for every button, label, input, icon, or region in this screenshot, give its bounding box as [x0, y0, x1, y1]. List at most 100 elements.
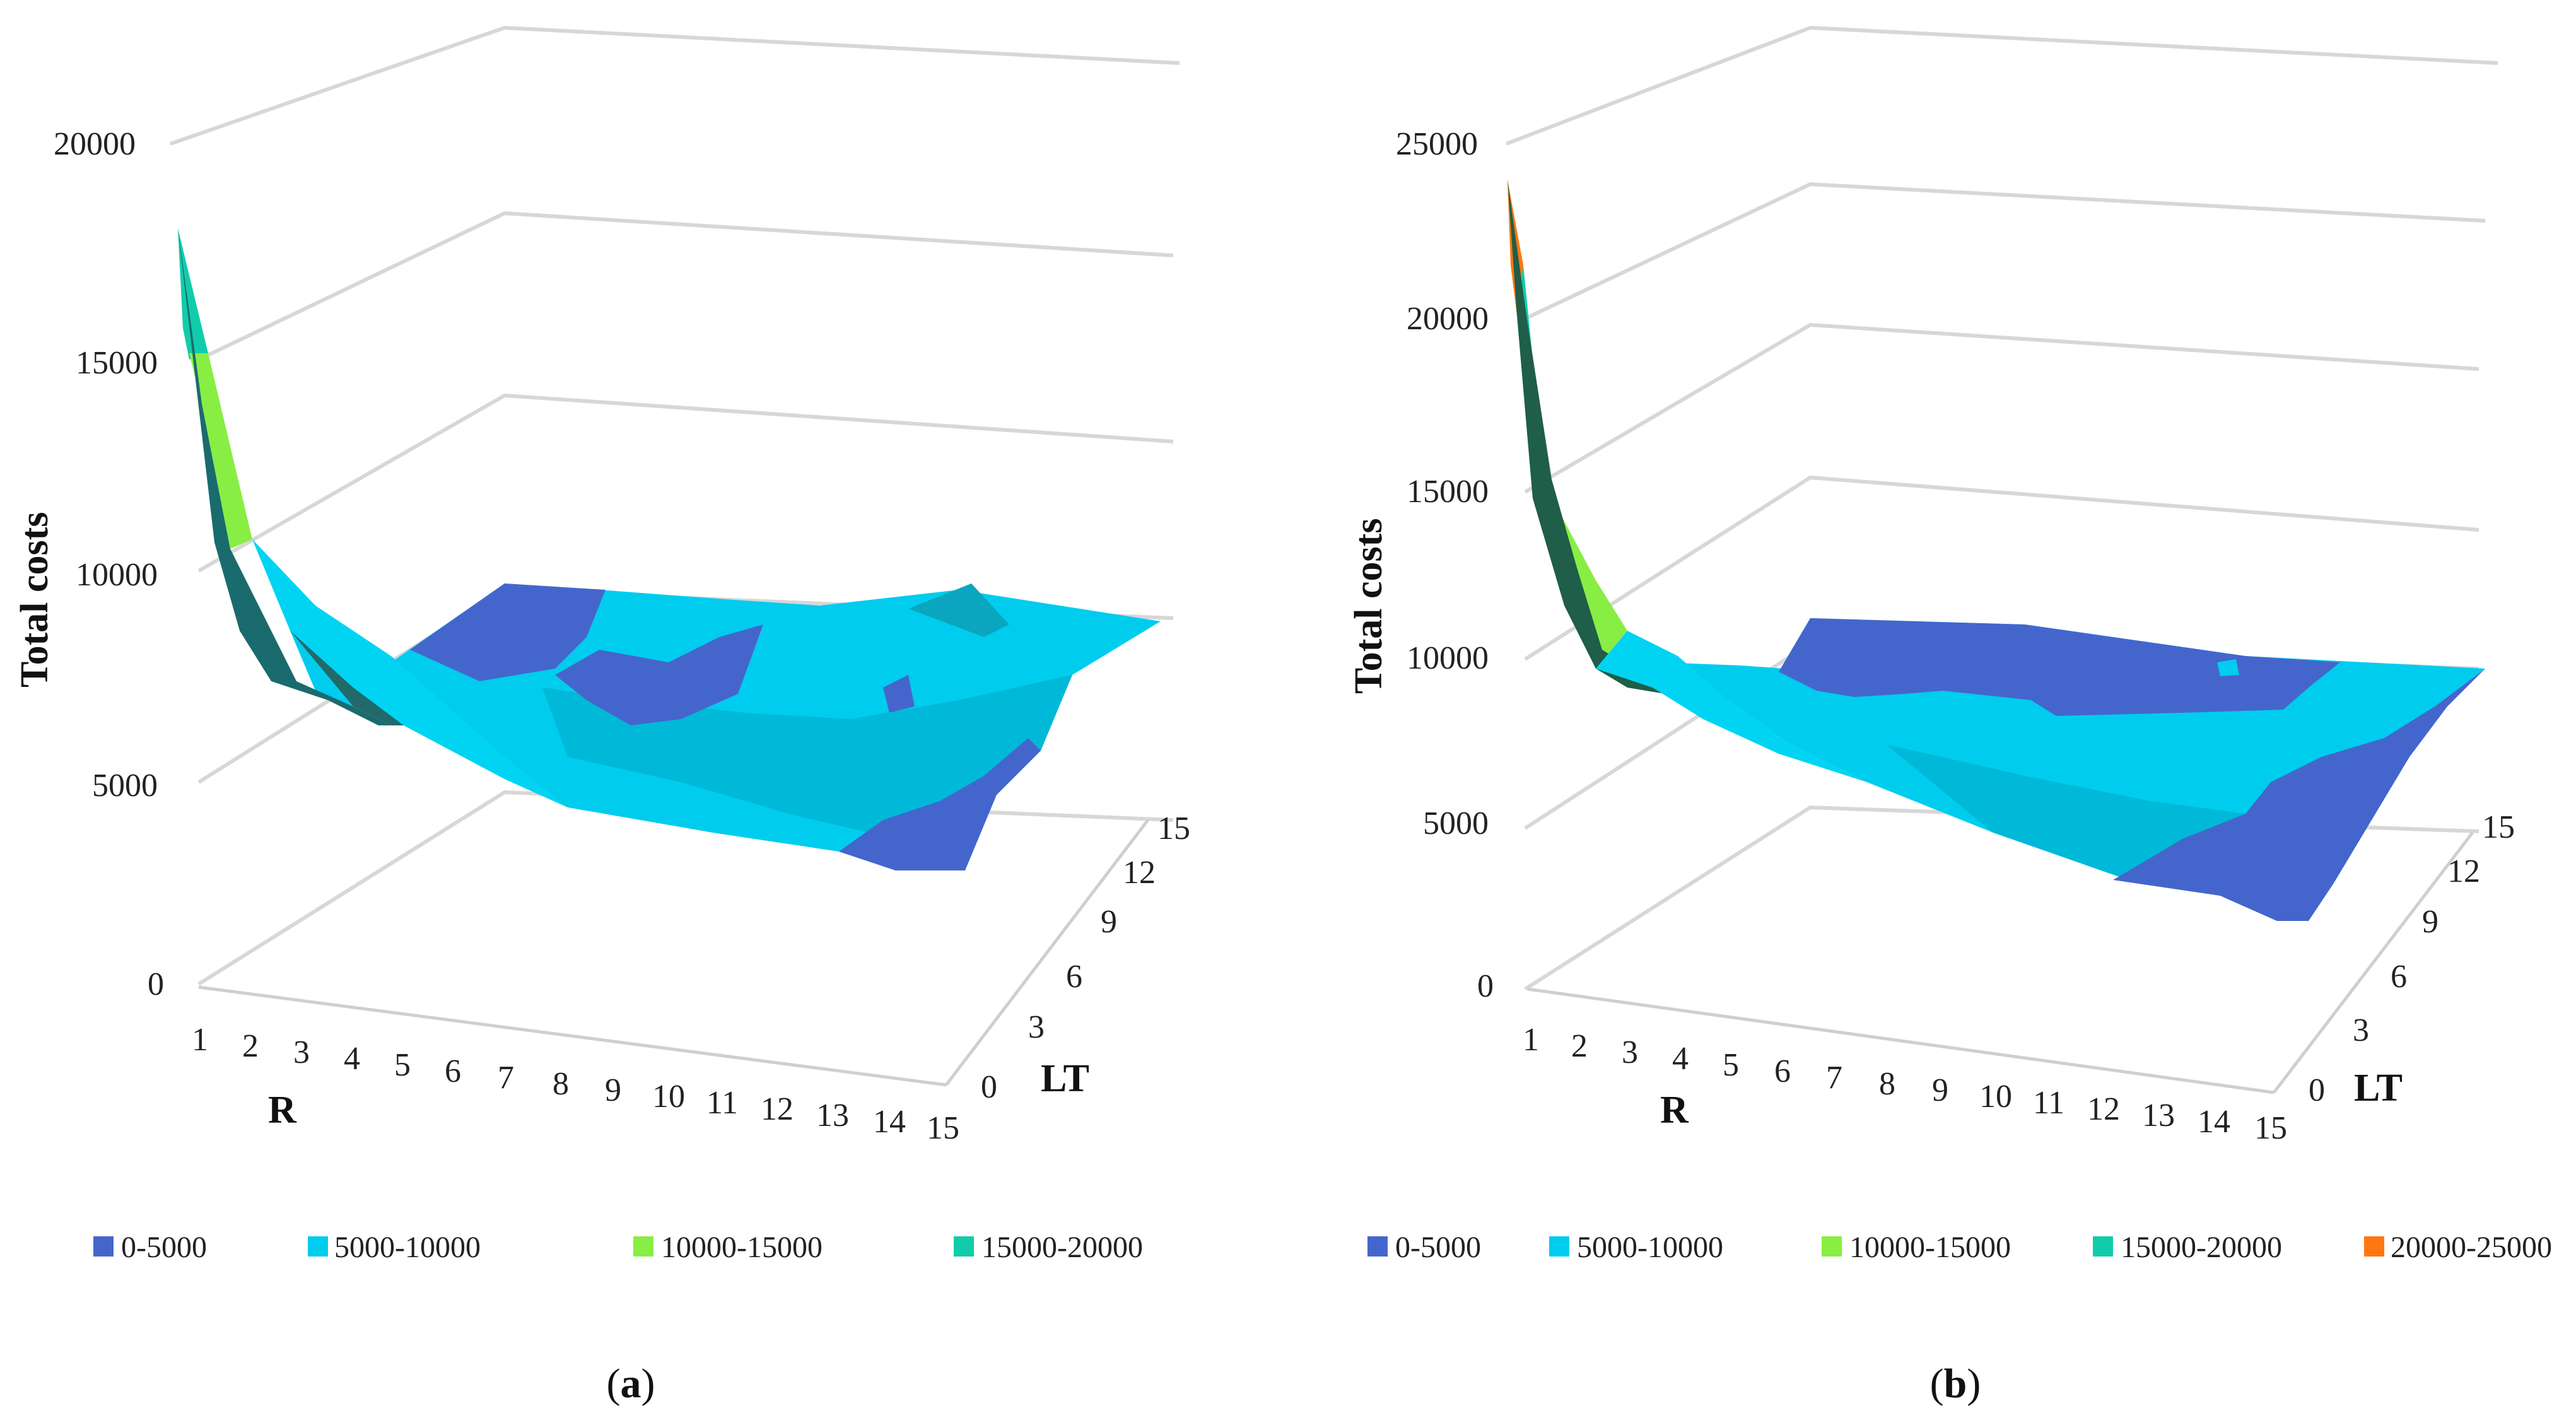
caption-b-open: (: [1930, 1361, 1944, 1407]
y-axis-title-a: LT: [1041, 1057, 1089, 1100]
x-tick-a-1: 1: [192, 1022, 208, 1058]
surface-a-slope: [252, 539, 568, 807]
z-tick-b-4: 20000: [1407, 301, 1489, 337]
legend-b-label-1: 5000-10000: [1577, 1231, 1723, 1264]
x-tick-b-7: 7: [1826, 1060, 1842, 1096]
x-ticks-b: 1 2 3 4 5 6 7 8 9 10 11 12 13 14 15: [1523, 1022, 2287, 1146]
y-tick-b-6: 6: [2391, 959, 2407, 995]
y-ticks-a: 0 3 6 9 12 15: [981, 811, 1190, 1105]
gridline-z4-b: [1524, 182, 2486, 320]
z-axis-title-b: Total costs: [1347, 519, 1390, 694]
gridline-z2-b: [1524, 475, 2479, 661]
gridline-z3-b: [1524, 322, 2479, 494]
x-tick-b-13: 13: [2142, 1098, 2175, 1134]
y-tick-b-15: 15: [2482, 809, 2515, 845]
surface-b-wall-dark: [1508, 180, 1665, 694]
surface-a-dark-patch-2: [555, 624, 763, 725]
z-ticks-b: 0 5000 10000 15000 20000 25000: [1396, 126, 1494, 1004]
chart-panel-a: 0 5000 10000 15000 20000 1 2 3 4 5 6 7 8…: [13, 25, 1190, 1407]
surface-a-dark-patch-3: [839, 738, 1041, 870]
floor-y-axis-a: [945, 819, 1149, 1086]
caption-b-letter: b: [1944, 1361, 1967, 1407]
floor-y-axis-b: [2273, 831, 2474, 1094]
legend-a-label-1: 5000-10000: [334, 1231, 481, 1264]
x-tick-a-12: 12: [761, 1091, 793, 1127]
x-tick-a-4: 4: [344, 1041, 360, 1077]
z-tick-b-0: 0: [1477, 968, 1494, 1004]
legend-b-swatch-1: [1549, 1236, 1569, 1257]
x-tick-a-6: 6: [445, 1053, 461, 1089]
x-tick-a-7: 7: [498, 1060, 514, 1096]
y-ticks-b: 0 3 6 9 12 15: [2309, 809, 2515, 1108]
legend-b-swatch-3: [2093, 1236, 2113, 1257]
z-tick-a-0: 0: [148, 966, 164, 1002]
surface-a-ridge: [908, 583, 1009, 637]
y-tick-b-9: 9: [2422, 904, 2438, 940]
legend-a-swatch-3: [954, 1236, 974, 1257]
caption-b: (b): [1930, 1361, 1981, 1407]
gridline-z3-a: [197, 211, 1174, 361]
chart-a-svg: 0 5000 10000 15000 20000 1 2 3 4 5 6 7 8…: [13, 25, 1190, 1407]
x-tick-a-15: 15: [927, 1110, 959, 1146]
surface-b-dark-top: [1779, 618, 2340, 716]
z-tick-b-5: 25000: [1396, 126, 1478, 162]
y-tick-a-15: 15: [1157, 811, 1190, 847]
surface-a: [178, 228, 1161, 870]
x-tick-b-4: 4: [1672, 1041, 1689, 1077]
legend-a-label-0: 0-5000: [121, 1231, 207, 1264]
surface-b-dark-front: [2113, 669, 2485, 921]
x-tick-a-11: 11: [706, 1085, 738, 1121]
y-tick-a-0: 0: [981, 1069, 997, 1105]
x-tick-b-9: 9: [1932, 1072, 1948, 1108]
z-tick-b-1: 5000: [1423, 806, 1489, 841]
z-ticks-a: 0 5000 10000 15000 20000: [54, 126, 164, 1002]
legend-a-swatch-2: [633, 1236, 653, 1257]
surface-b-slope: [1596, 631, 1867, 782]
z-tick-a-4: 20000: [54, 126, 136, 162]
y-tick-b-3: 3: [2353, 1012, 2369, 1048]
gridline-z2-a: [197, 393, 1174, 573]
surface-b-small-patch: [2217, 659, 2239, 676]
z-tick-a-1: 5000: [92, 768, 158, 804]
legend-a-swatch-1: [308, 1236, 328, 1257]
x-tick-a-5: 5: [394, 1047, 411, 1083]
y-tick-a-3: 3: [1028, 1009, 1045, 1045]
x-tick-a-3: 3: [293, 1034, 310, 1070]
caption-a-close: ): [641, 1361, 655, 1407]
z-tick-a-2: 10000: [76, 557, 158, 593]
y-tick-b-0: 0: [2309, 1072, 2325, 1108]
caption-a: (a): [607, 1361, 655, 1407]
surface-a-wall-green: [189, 353, 252, 549]
x-axis-title-a: R: [268, 1089, 297, 1132]
x-tick-b-2: 2: [1571, 1028, 1588, 1064]
y-tick-b-12: 12: [2447, 853, 2480, 889]
z-tick-b-3: 15000: [1407, 474, 1489, 510]
x-tick-a-10: 10: [652, 1079, 685, 1115]
x-axis-title-b: R: [1660, 1089, 1689, 1132]
legend-b-swatch-2: [1822, 1236, 1842, 1257]
x-tick-b-11: 11: [2033, 1085, 2064, 1121]
x-tick-b-8: 8: [1879, 1066, 1895, 1102]
x-tick-a-8: 8: [553, 1066, 569, 1102]
legend-a-swatch-0: [93, 1236, 114, 1257]
legend-b-label-3: 15000-20000: [2121, 1231, 2282, 1264]
x-tick-b-1: 1: [1523, 1022, 1539, 1058]
legend-a-label-3: 15000-20000: [981, 1231, 1143, 1264]
legend-b-swatch-0: [1367, 1236, 1388, 1257]
x-tick-b-6: 6: [1774, 1053, 1791, 1089]
gridline-z4-a: [170, 25, 1180, 146]
surface-a-dark-patch-4: [883, 675, 915, 713]
legend-b: 0-5000 5000-10000 10000-15000 15000-2000…: [1367, 1231, 2552, 1264]
y-tick-a-6: 6: [1066, 959, 1082, 995]
legend-b-label-4: 20000-25000: [2391, 1231, 2552, 1264]
chart-a-gridlines: [170, 25, 1180, 986]
z-tick-b-2: 10000: [1407, 640, 1489, 676]
caption-a-open: (: [607, 1361, 621, 1407]
legend-a: 0-5000 5000-10000 10000-15000 15000-2000…: [93, 1231, 1143, 1264]
y-axis-title-b: LT: [2354, 1067, 2403, 1110]
z-tick-a-3: 15000: [76, 345, 158, 381]
x-tick-a-2: 2: [242, 1028, 259, 1064]
z-axis-title-a: Total costs: [13, 512, 56, 688]
x-tick-b-3: 3: [1622, 1034, 1638, 1070]
chart-b-svg: 0 5000 10000 15000 20000 25000 1 2 3 4 5…: [1347, 25, 2552, 1407]
